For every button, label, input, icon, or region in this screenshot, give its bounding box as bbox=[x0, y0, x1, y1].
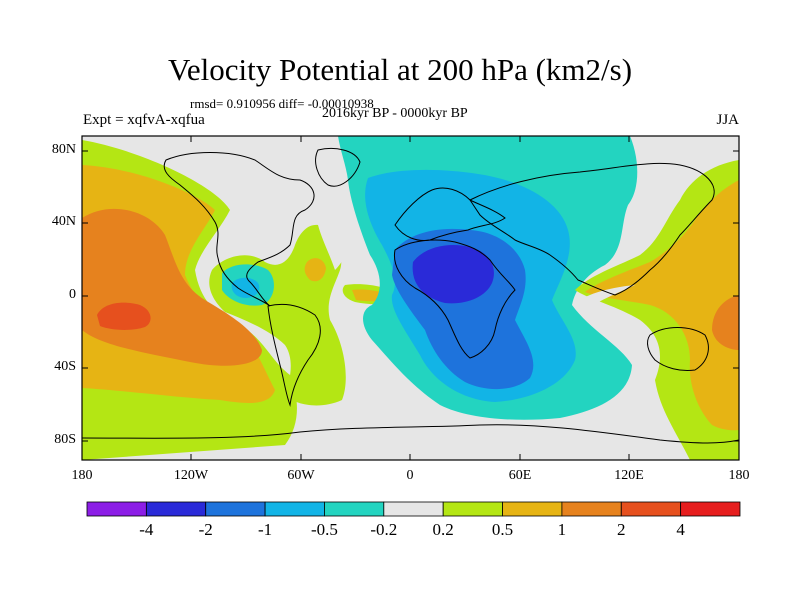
asia-orange-region bbox=[585, 180, 739, 431]
colorbar-box-1 bbox=[145, 501, 207, 517]
lat-label-40s: 40S bbox=[54, 359, 76, 374]
colorbar bbox=[86, 501, 741, 517]
lon-label-180e: 180 bbox=[728, 468, 750, 483]
lat-label-80n: 80N bbox=[51, 142, 76, 157]
asia-coast bbox=[469, 162, 715, 296]
lon-label-0: 0 bbox=[406, 468, 414, 483]
australia-coast bbox=[647, 327, 709, 371]
africa-coast bbox=[393, 239, 516, 359]
colorbar-label-2: -1 bbox=[257, 520, 273, 539]
colorbar-box-0 bbox=[86, 501, 147, 517]
colorbar-label-3: -0.5 bbox=[310, 520, 338, 539]
colorbar-label-6: 0.5 bbox=[491, 520, 514, 539]
stats-line: rmsd= 0.910956 diff= -0.00010938 bbox=[190, 96, 374, 111]
colorbar-box-8 bbox=[561, 501, 622, 517]
pacific-red-orange-core bbox=[97, 302, 151, 330]
lat-label-80s: 80S bbox=[54, 432, 76, 447]
lat-label-0: 0 bbox=[69, 287, 76, 302]
contour-fill bbox=[82, 136, 739, 460]
colorbar-label-9: 4 bbox=[676, 520, 685, 539]
greenland-coast bbox=[315, 148, 361, 187]
coastlines bbox=[82, 148, 739, 444]
lon-label-60w: 60W bbox=[287, 468, 315, 483]
lon-label-120w: 120W bbox=[173, 468, 209, 483]
lon-label-60e: 60E bbox=[508, 468, 532, 483]
colorbar-box-2 bbox=[205, 501, 266, 517]
plot-title: Velocity Potential at 200 hPa (km2/s) bbox=[167, 52, 633, 87]
north-america-coast bbox=[163, 152, 315, 307]
colorbar-box-5 bbox=[383, 501, 444, 517]
asia-dark-orange-region bbox=[712, 295, 739, 350]
season-label: JJA bbox=[716, 112, 739, 128]
atlantic-neutral-gap bbox=[318, 160, 353, 270]
colorbar-label-7: 1 bbox=[557, 520, 567, 539]
colorbar-box-9 bbox=[620, 501, 682, 517]
central-america-blue-cell bbox=[231, 277, 260, 298]
south-america-coast bbox=[267, 303, 321, 407]
period-line: 2016kyr BP - 0000kyr BP bbox=[322, 106, 468, 121]
colorbar-box-6 bbox=[442, 501, 503, 517]
colorbar-box-3 bbox=[264, 501, 325, 517]
north-atlantic-orange-cell bbox=[304, 258, 326, 282]
antarctica-coast bbox=[82, 424, 739, 444]
lat-label-40n: 40N bbox=[51, 214, 76, 229]
lon-label-120e: 120E bbox=[614, 468, 644, 483]
colorbar-label-8: 2 bbox=[617, 520, 626, 539]
africa-deep-blue-core bbox=[412, 244, 494, 304]
axis-ticks bbox=[82, 136, 739, 460]
colorbar-label-1: -2 bbox=[198, 520, 213, 539]
colorbar-box-7 bbox=[502, 501, 563, 517]
experiment-label: Expt = xqfvA-xqfua bbox=[83, 112, 205, 128]
colorbar-label-5: 0.2 bbox=[432, 520, 454, 539]
indian-ocean-neutral-gap bbox=[572, 285, 635, 310]
colorbar-label-0: -4 bbox=[139, 520, 154, 539]
lon-label-180w: 180 bbox=[71, 468, 93, 483]
colorbar-box-10 bbox=[680, 501, 741, 517]
colorbar-box-4 bbox=[324, 501, 385, 517]
colorbar-label-4: -0.2 bbox=[370, 520, 398, 539]
